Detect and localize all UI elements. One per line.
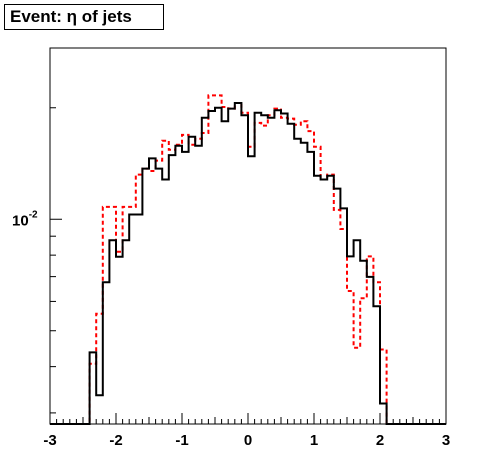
series-solid-black <box>50 102 446 425</box>
x-tick-label: -1 <box>175 432 188 449</box>
x-tick-label: 2 <box>376 432 384 449</box>
series-dashed-red <box>50 94 446 425</box>
x-tick-label: 0 <box>244 432 252 449</box>
x-axis: -3 -2 -1 0 1 2 3 <box>43 413 450 449</box>
x-tick-label: -3 <box>43 432 56 449</box>
x-tick-label: 3 <box>442 432 450 449</box>
x-tick-label: -2 <box>109 432 122 449</box>
y-axis: 10-2 <box>12 107 62 414</box>
chart-title: Event: η of jets <box>4 4 164 30</box>
x-tick-label: 1 <box>310 432 318 449</box>
y-tick-label: 10-2 <box>12 209 38 229</box>
